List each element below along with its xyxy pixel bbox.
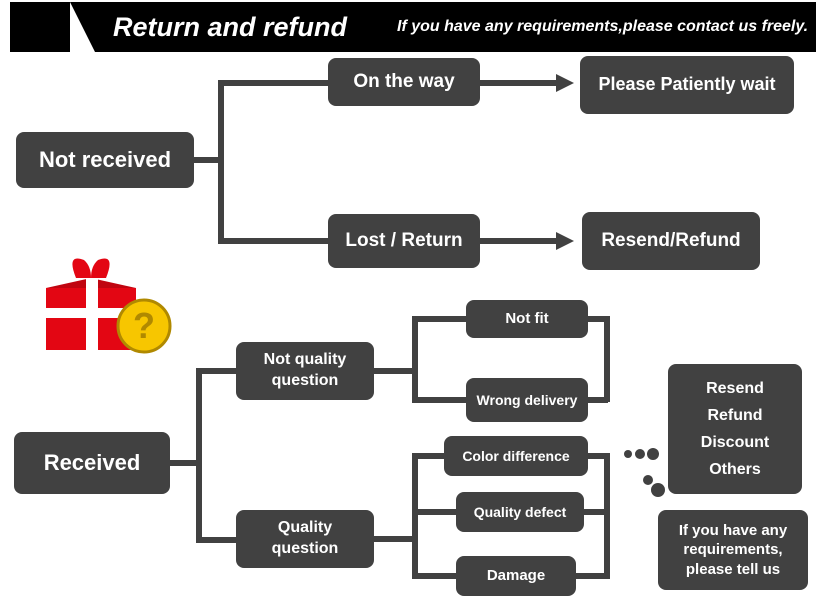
connector <box>196 368 236 374</box>
connector <box>218 80 224 242</box>
node-wrong-delivery: Wrong delivery <box>466 378 588 422</box>
gift-question-icon: ? <box>36 248 172 358</box>
node-resend-refund: Resend/Refund <box>582 212 760 270</box>
header-title: Return and refund <box>113 12 347 43</box>
node-lost-return: Lost / Return <box>328 214 480 268</box>
arrow-head-icon <box>556 232 574 250</box>
connector <box>412 453 418 577</box>
node-not-fit: Not fit <box>466 300 588 338</box>
connector <box>480 80 558 86</box>
node-resolution-options: Resend Refund Discount Others <box>668 364 802 494</box>
thought-bubble-dots-icon <box>620 440 670 500</box>
connector <box>218 80 328 86</box>
header-banner: Return and refund If you have any requir… <box>10 2 816 52</box>
connector <box>412 397 466 403</box>
node-on-the-way: On the way <box>328 58 480 106</box>
connector <box>412 453 444 459</box>
arrow-head-icon <box>556 74 574 92</box>
node-received: Received <box>14 432 170 494</box>
connector <box>412 573 456 579</box>
connector <box>374 536 416 542</box>
header-subtitle: If you have any requirements,please cont… <box>397 18 808 36</box>
node-tell-us: If you have any requirements, please tel… <box>658 510 808 590</box>
connector <box>604 316 610 402</box>
connector <box>412 316 418 402</box>
connector <box>480 238 558 244</box>
connector <box>412 509 456 515</box>
connector <box>374 368 416 374</box>
node-not-received: Not received <box>16 132 194 188</box>
node-please-wait: Please Patiently wait <box>580 56 794 114</box>
node-color-difference: Color difference <box>444 436 588 476</box>
connector <box>604 453 610 579</box>
node-quality-question: Quality question <box>236 510 374 568</box>
header-slash-divider <box>70 2 95 52</box>
connector <box>412 316 466 322</box>
node-not-quality: Not quality question <box>236 342 374 400</box>
node-quality-defect: Quality defect <box>456 492 584 532</box>
connector <box>196 368 202 542</box>
node-damage: Damage <box>456 556 576 596</box>
connector <box>218 238 328 244</box>
svg-text:?: ? <box>133 305 155 346</box>
connector <box>196 537 236 543</box>
